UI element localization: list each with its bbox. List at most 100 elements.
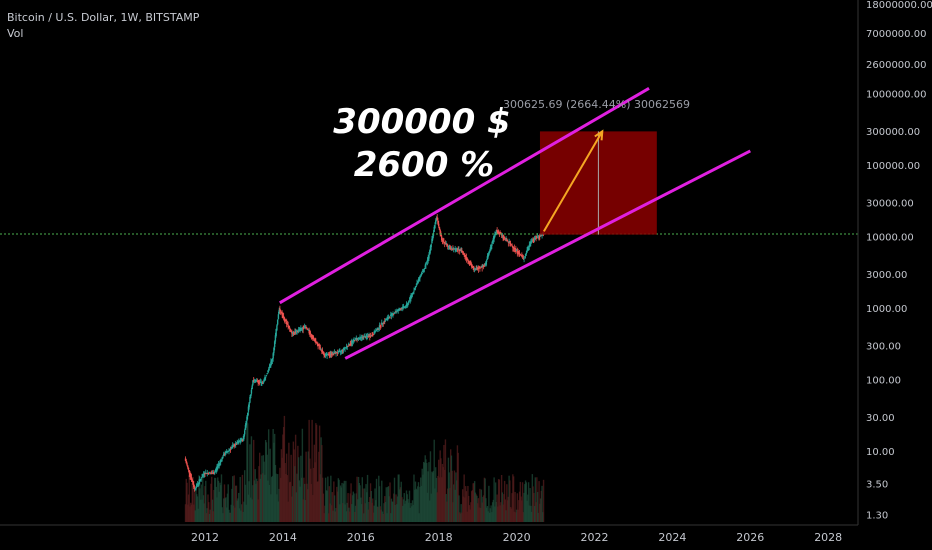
volume-bar — [494, 482, 497, 522]
volume-bar — [246, 423, 248, 522]
candle-body — [204, 473, 206, 475]
candle-body — [279, 310, 282, 312]
candle-body — [409, 296, 411, 300]
volume-bar — [503, 494, 505, 522]
candle-body — [241, 439, 244, 441]
candle-body — [535, 238, 537, 239]
volume-bar — [339, 504, 341, 522]
volume-bar — [320, 437, 322, 522]
volume-bar — [452, 484, 455, 522]
volume-bar — [428, 462, 430, 522]
volume-bar — [533, 492, 535, 522]
candle-body — [502, 236, 504, 238]
candle-body — [511, 245, 513, 247]
candle-body — [518, 253, 521, 255]
volume-bar — [312, 467, 315, 522]
candle-body — [259, 381, 262, 383]
volume-bar — [517, 509, 519, 522]
candle-body — [373, 331, 375, 334]
volume-bar — [489, 508, 492, 522]
candle-body — [309, 332, 311, 335]
candle-body — [405, 306, 407, 308]
volume-bar — [297, 457, 300, 522]
volume-indicator-label[interactable]: Vol — [7, 27, 24, 40]
candle-body — [480, 266, 483, 267]
candle-body — [513, 247, 516, 250]
volume-bar — [359, 485, 361, 522]
candle-body — [196, 484, 199, 486]
candle-body — [533, 237, 536, 239]
candle-body — [530, 242, 532, 244]
candle-body — [531, 239, 534, 241]
volume-bar — [440, 458, 442, 522]
candle-body — [436, 217, 438, 221]
volume-bar — [432, 470, 435, 522]
candle-body — [340, 350, 343, 352]
volume-bar — [467, 495, 470, 522]
volume-bar — [331, 492, 334, 522]
volume-bar — [226, 493, 229, 522]
candle-body — [324, 354, 327, 356]
volume-bar — [228, 509, 230, 522]
candle-body — [466, 258, 468, 261]
candle-body — [214, 471, 216, 474]
volume-bar — [473, 483, 475, 522]
candle-body — [237, 442, 239, 444]
volume-bar — [539, 503, 541, 522]
volume-bar — [332, 510, 334, 522]
volume-bar — [374, 488, 376, 522]
volume-bar — [419, 486, 421, 522]
x-tick-label: 2014 — [269, 531, 297, 544]
volume-bar — [474, 492, 477, 522]
candle-body — [419, 275, 421, 279]
candle-body — [248, 402, 250, 408]
candle-body — [274, 335, 277, 342]
candle-body — [523, 258, 525, 259]
volume-bar — [394, 504, 396, 522]
candle-body — [488, 251, 490, 256]
volume-bar — [290, 454, 292, 522]
candle-body — [443, 241, 445, 243]
candle-body — [273, 347, 275, 353]
candle-body — [529, 244, 531, 246]
volume-bar — [426, 463, 428, 522]
volume-bar — [255, 478, 258, 522]
volume-bar — [375, 500, 377, 522]
x-tick-label: 2012 — [191, 531, 219, 544]
volume-bar — [193, 504, 195, 522]
volume-bar — [355, 493, 358, 522]
candle-body — [192, 481, 194, 485]
volume-bar — [459, 513, 462, 522]
symbol-title[interactable]: Bitcoin / U.S. Dollar, 1W, BITSTAMP — [7, 11, 200, 24]
volume-bar — [484, 478, 486, 522]
candle-body — [246, 416, 248, 421]
candle-body — [215, 468, 217, 471]
candle-body — [402, 306, 404, 309]
volume-bar — [285, 473, 287, 522]
candle-body — [249, 397, 251, 403]
candle-body — [208, 472, 211, 474]
volume-bar — [271, 475, 274, 522]
volume-bar — [504, 499, 507, 522]
candle-body — [349, 344, 352, 345]
volume-bar — [345, 480, 347, 522]
volume-bar — [426, 492, 429, 522]
volume-bar — [527, 482, 530, 522]
candle-body — [235, 443, 237, 445]
volume-bar — [249, 497, 252, 522]
volume-bar — [270, 477, 273, 522]
target-price-text: 300000 $ — [333, 102, 510, 142]
candle-body — [247, 406, 250, 412]
volume-bar — [523, 492, 525, 522]
candle-body — [467, 260, 470, 263]
volume-bar — [223, 498, 225, 522]
candle-body — [420, 275, 422, 277]
volume-bar — [354, 511, 356, 522]
volume-bar — [470, 502, 472, 522]
candle-body — [471, 266, 474, 268]
volume-bar — [280, 449, 283, 522]
candle-body — [273, 341, 276, 348]
candle-body — [267, 370, 269, 372]
volume-bar — [266, 454, 268, 522]
